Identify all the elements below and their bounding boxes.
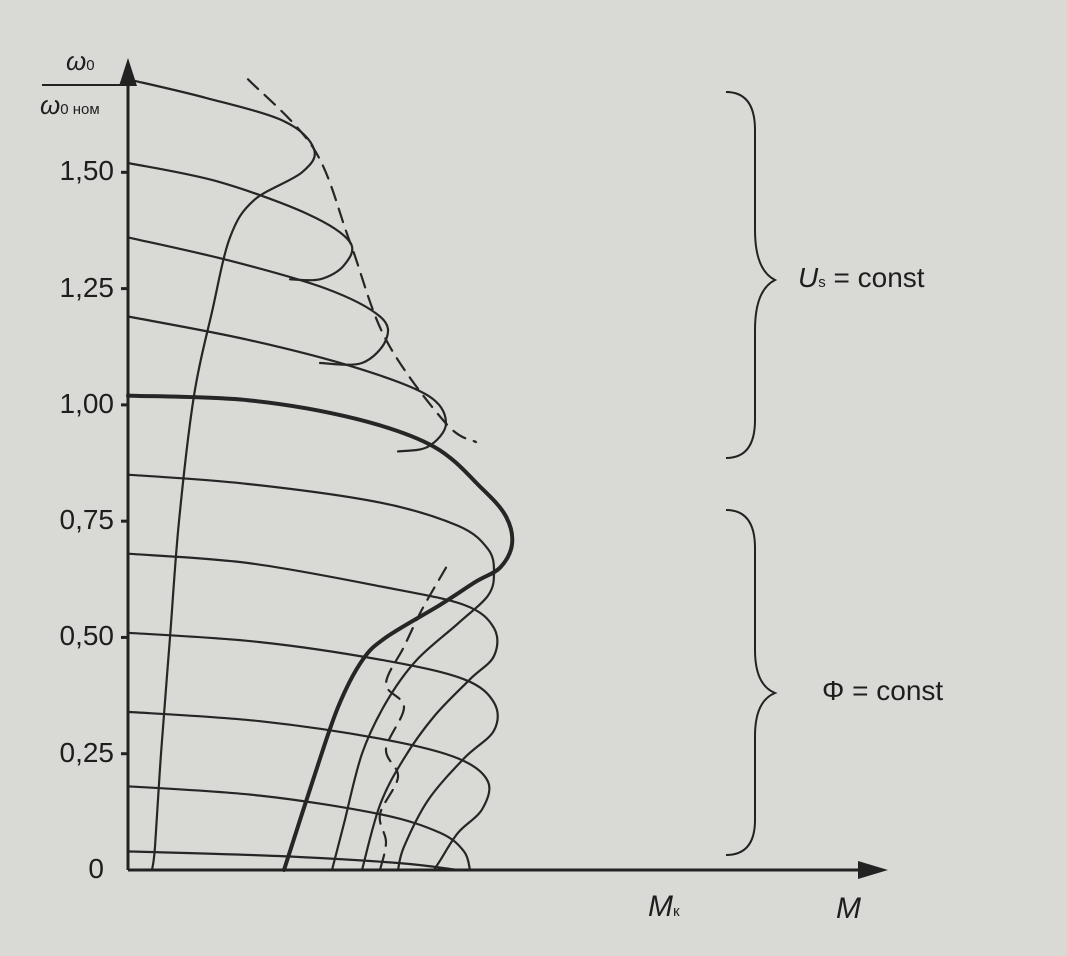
x-axis-label: M [836,892,861,925]
y-tick-label: 1,25 [59,271,115,303]
critical-envelope-dashed-13 [378,566,448,872]
y-axis-arrow [119,58,137,86]
y-label-num-symbol: ω [66,46,87,76]
voltage-const-text: = const [825,262,925,293]
y-axis-label-numerator: ω0 [66,46,95,77]
characteristic-curve-11 [126,850,460,872]
voltage-subscript: s [818,274,826,291]
y-tick-label: 0 [88,853,104,884]
lower-region-brace [725,509,778,856]
y-tick-marks [121,170,129,756]
upper-region-annotation: Us = const [798,262,925,294]
y-label-num-subscript: 0 [86,57,95,74]
y-label-den-symbol: ω [40,90,61,120]
curve-group [126,78,515,872]
characteristic-curve-2 [126,161,354,282]
critical-torque-subscript: к [673,903,680,920]
characteristic-curve-7 [126,552,499,872]
y-tick-label: 1,50 [59,155,115,187]
characteristic-curve-1 [126,78,316,872]
y-label-den-subscript: 0 ном [60,101,100,118]
critical-torque-symbol: M [648,890,673,923]
critical-envelope-dashed-12 [246,78,478,444]
voltage-symbol: U [798,262,819,293]
y-tick-label: 0,25 [59,736,115,768]
upper-region-brace [725,91,778,459]
characteristic-curve-3 [126,236,390,366]
y-tick-label: 0,50 [59,620,115,652]
y-tick-label: 1,00 [59,387,115,419]
characteristic-curve-8 [126,631,499,872]
critical-torque-marker: Mк [648,890,680,924]
lower-region-annotation: Φ = const [822,675,944,706]
characteristic-curve-9 [126,710,491,872]
y-tick-label: 0,75 [59,504,115,536]
y-axis-label-denominator: ω0 ном [40,90,100,121]
x-axis-arrow [858,861,888,879]
nominal-characteristic-curve [126,393,515,872]
characteristic-curve-6 [126,473,496,872]
